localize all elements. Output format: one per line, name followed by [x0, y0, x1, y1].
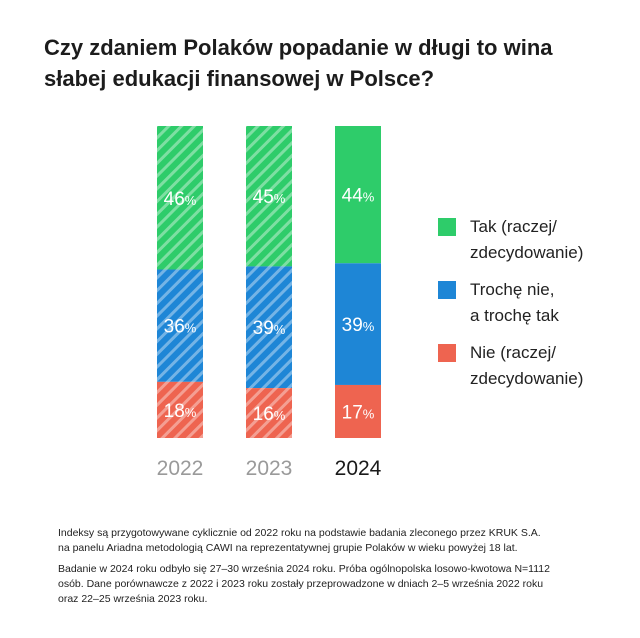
bar-2022-troche [157, 269, 203, 382]
legend-item-tak: Tak (raczej/ zdecydowanie) [436, 214, 636, 266]
legend-swatch-nie [438, 344, 456, 362]
legend-label-troche-line-2: a trochę tak [470, 306, 559, 325]
bar-2022-tak [157, 126, 203, 270]
bar-2022-nie [157, 381, 203, 438]
bar-2023-troche [246, 266, 292, 389]
data-label-2022-nie: 18% [164, 401, 197, 422]
legend-label-tak-line-1: Tak (raczej/ [470, 217, 557, 236]
x-tick-label-2022: 2022 [157, 457, 204, 480]
methodology-notes: Indeksy są przygotowywane cyklicznie od … [58, 526, 598, 613]
data-label-2022-tak: 46% [164, 189, 197, 210]
bar-2023-nie [246, 388, 292, 438]
methodology-note-1: Indeksy są przygotowywane cyklicznie od … [58, 526, 598, 556]
x-tick-label-2023: 2023 [246, 457, 293, 480]
data-label-2024-tak: 44% [342, 186, 375, 207]
legend-item-nie: Nie (raczej/ zdecydowanie) [436, 340, 636, 392]
note-2-line-3: oraz 22–25 września 2023 roku. [58, 593, 208, 605]
legend-label-tak-line-2: zdecydowanie) [470, 243, 584, 262]
data-label-2023-troche: 39% [253, 318, 286, 339]
legend-label-nie-line-1: Nie (raczej/ [470, 343, 556, 362]
data-label-2024-troche: 39% [342, 315, 375, 336]
chart-title-line-2: słabej edukacji finansowej w Polsce? [44, 66, 435, 91]
legend-swatch-troche [438, 281, 456, 299]
bar-2024-tak [335, 126, 381, 264]
data-label-2023-tak: 45% [253, 187, 286, 208]
data-label-2022-troche: 36% [164, 317, 197, 338]
chart-title-line-1: Czy zdaniem Polaków popadanie w długi to… [44, 35, 553, 60]
legend-label-nie-line-2: zdecydowanie) [470, 369, 584, 388]
x-tick-label-2024: 2024 [335, 457, 382, 480]
chart-title: Czy zdaniem Polaków popadanie w długi to… [44, 32, 604, 94]
legend-swatch-tak [438, 218, 456, 236]
data-label-2024-nie: 17% [342, 402, 375, 423]
bar-2024-troche [335, 263, 381, 385]
legend-label-troche-line-1: Trochę nie, [470, 280, 555, 299]
chart-legend: Tak (raczej/ zdecydowanie) Trochę nie, a… [436, 214, 636, 403]
note-1-line-2: na panelu Ariadna metodologią CAWI na re… [58, 542, 518, 554]
legend-item-troche: Trochę nie, a trochę tak [436, 277, 636, 329]
data-label-2023-nie: 16% [253, 404, 286, 425]
stacked-bar-chart: 46% 36% 18% 45% 39% 16% 44% 39% 17% 2022 2023 2024 [157, 126, 382, 480]
bar-2023-tak [246, 126, 292, 267]
bar-2024-nie [335, 384, 381, 438]
note-1-line-1: Indeksy są przygotowywane cyklicznie od … [58, 527, 541, 539]
methodology-note-2: Badanie w 2024 roku odbyło się 27–30 wrz… [58, 562, 598, 607]
note-2-line-1: Badanie w 2024 roku odbyło się 27–30 wrz… [58, 563, 550, 575]
note-2-line-2: osób. Dane porównawcze z 2022 i 2023 rok… [58, 578, 544, 590]
